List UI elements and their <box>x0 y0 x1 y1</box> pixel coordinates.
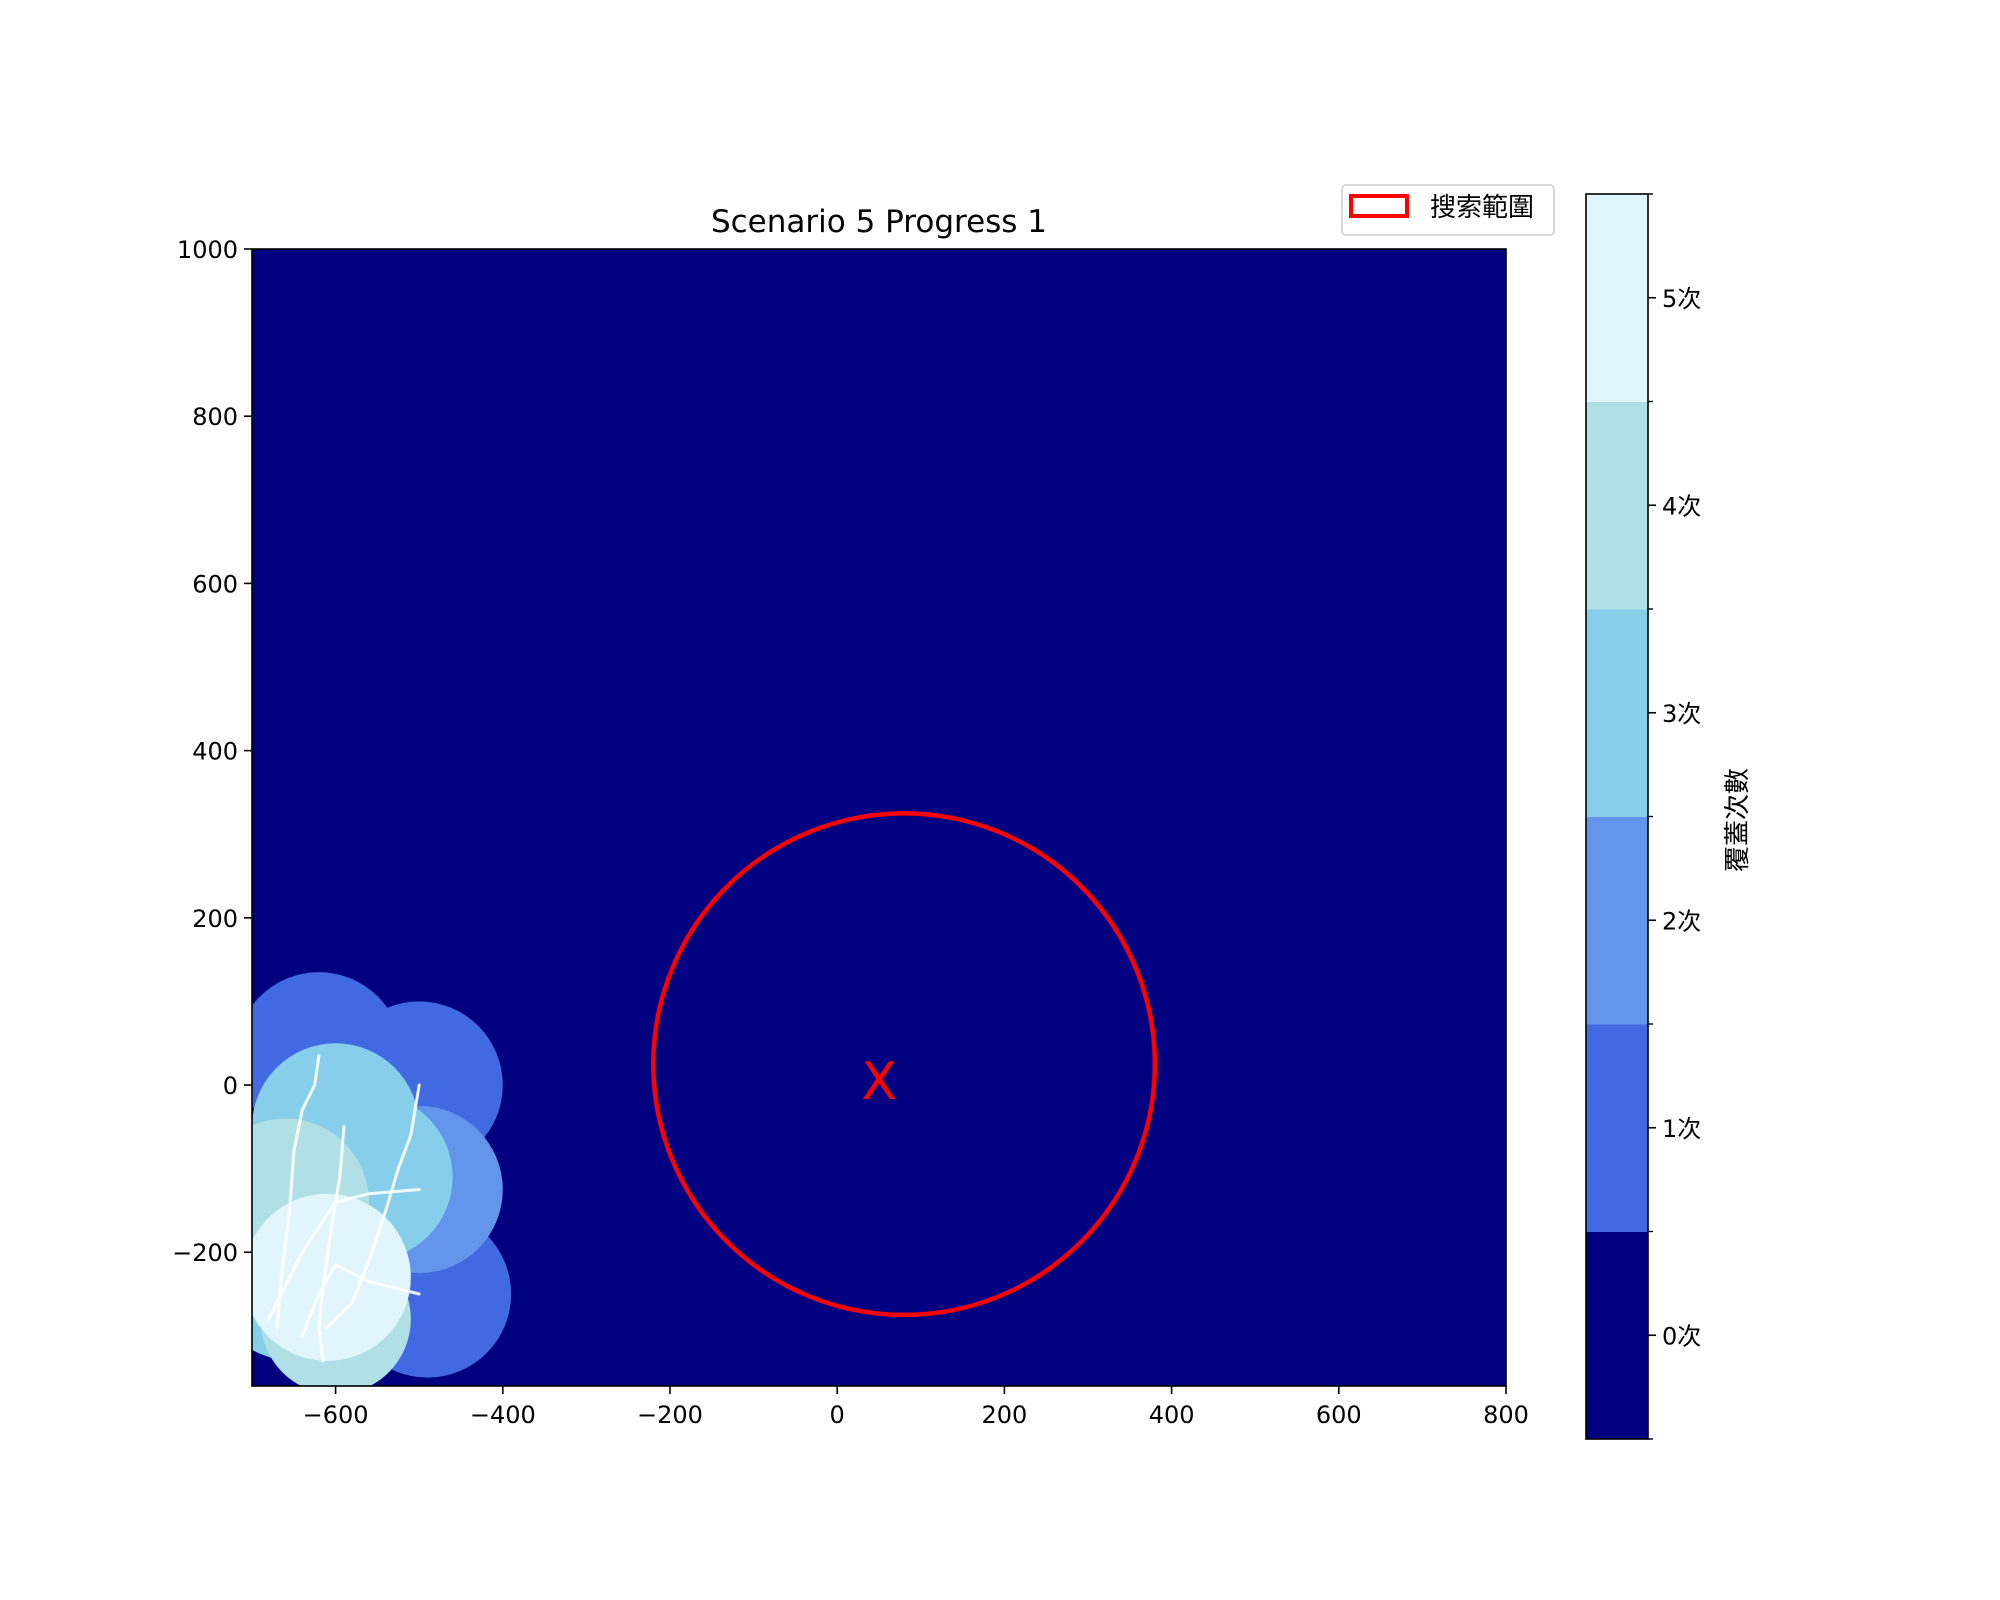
trajectory-path <box>267 1188 421 1321</box>
coverage-circle <box>252 1193 411 1361</box>
colorbar-segment <box>1586 401 1648 610</box>
x-tick-label: 0 <box>830 1401 845 1429</box>
x-tick-label: −400 <box>470 1401 536 1429</box>
x-tick-label: 800 <box>1483 1401 1529 1429</box>
y-axis: −200 0 200 400 600 800 1000 <box>172 236 252 1267</box>
trajectory-path <box>300 1263 421 1338</box>
colorbar-tick-label: 5次 <box>1662 285 1701 313</box>
colorbar-label: 覆蓋次數 <box>1723 768 1753 872</box>
x-tick-label: 600 <box>1316 1401 1362 1429</box>
colorbar-tick-label: 3次 <box>1662 700 1701 728</box>
colorbar: 0次 1次 2次 3次 4次 5次 <box>1585 193 1701 1440</box>
trajectory-path <box>317 1125 346 1363</box>
target-marker: X <box>861 1052 897 1112</box>
trajectory-path <box>275 1054 321 1329</box>
y-tick-label: 200 <box>192 905 238 933</box>
colorbar-segment <box>1586 1231 1648 1440</box>
plot-frame <box>251 248 1507 1387</box>
y-tick-label: 600 <box>192 570 238 598</box>
x-tick-label: −200 <box>637 1401 703 1429</box>
colorbar-segment <box>1586 1024 1648 1232</box>
search-area-circle <box>651 811 1158 1318</box>
colorbar-segment <box>1586 609 1648 817</box>
colorbar-tick-label: 0次 <box>1662 1322 1701 1350</box>
x-tick-label: 200 <box>981 1401 1027 1429</box>
x-tick-label: −600 <box>303 1401 369 1429</box>
colorbar-tick-label: 4次 <box>1662 492 1701 520</box>
y-tick-label: 0 <box>223 1072 238 1100</box>
legend-swatch-search-area <box>1349 194 1409 218</box>
x-tick-label: 400 <box>1149 1401 1195 1429</box>
y-tick-label: −200 <box>172 1239 238 1267</box>
trajectory-path <box>325 1083 421 1329</box>
y-tick-label: 400 <box>192 738 238 766</box>
colorbar-tick-label: 1次 <box>1662 1115 1701 1143</box>
path-layer <box>267 1054 421 1363</box>
colorbar-tick-label: 2次 <box>1662 907 1701 935</box>
colorbar-segment <box>1586 816 1648 1025</box>
x-axis: −600 −400 −200 0 200 400 600 800 <box>303 1386 1529 1429</box>
coverage-layer <box>252 972 512 1386</box>
legend: 搜索範圍 <box>1341 184 1555 236</box>
y-tick-label: 800 <box>192 403 238 431</box>
y-tick-label: 1000 <box>177 236 238 264</box>
chart-title: Scenario 5 Progress 1 <box>711 204 1047 240</box>
colorbar-segment <box>1586 194 1648 402</box>
legend-label-search-area: 搜索範圍 <box>1430 193 1534 223</box>
